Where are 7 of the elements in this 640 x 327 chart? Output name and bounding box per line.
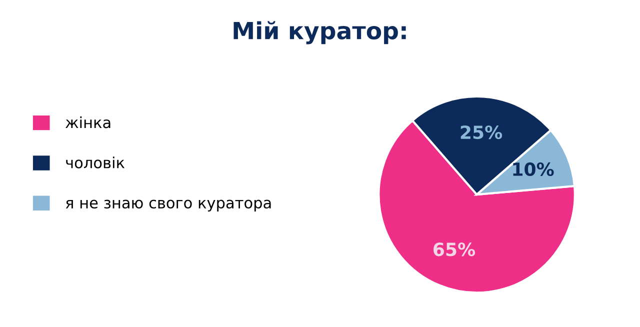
- chart-title: Мій куратор:: [234, 21, 406, 44]
- legend-label: я не знаю свого куратора: [66, 200, 271, 212]
- data-label: 10%: [513, 162, 554, 176]
- legend-label: жінка: [66, 116, 110, 128]
- data-label: 25%: [460, 125, 502, 140]
- legend-label: чоловік: [66, 156, 124, 168]
- data-label: 65%: [434, 242, 476, 256]
